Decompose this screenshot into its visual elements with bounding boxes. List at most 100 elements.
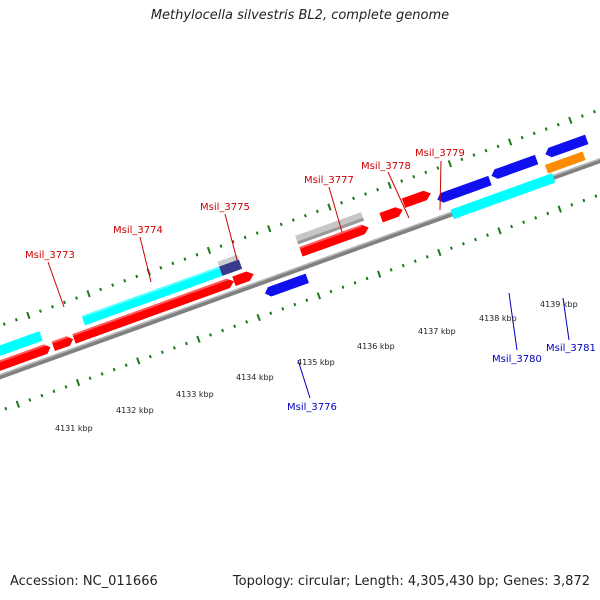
cds-arrow[interactable]	[0, 343, 52, 381]
minor-tick	[544, 127, 548, 131]
leader-line	[387, 171, 410, 219]
kbp-labels: 4131 kbp 4132 kbp 4133 kbp 4134 kbp 4135…	[55, 300, 578, 433]
cds-arrow[interactable]	[232, 269, 255, 286]
major-tick	[387, 181, 392, 189]
reverse-leaders	[297, 292, 570, 399]
gene-label[interactable]: Msil_3781	[546, 343, 596, 354]
minor-tick	[570, 203, 574, 207]
minor-tick	[171, 261, 175, 266]
major-tick	[86, 290, 91, 298]
minor-tick	[486, 233, 489, 237]
cds-arrow[interactable]	[72, 277, 235, 344]
gene-label[interactable]: Msil_3775	[200, 202, 250, 213]
leader-line	[328, 186, 343, 233]
minor-tick	[124, 363, 128, 367]
minor-tick	[28, 398, 32, 402]
gene-label[interactable]: Msil_3774	[113, 225, 163, 236]
minor-tick	[436, 166, 440, 170]
major-tick	[316, 292, 322, 300]
minor-tick	[303, 213, 307, 218]
minor-tick	[4, 406, 8, 411]
cds-arrow[interactable]	[299, 223, 370, 257]
minor-tick	[376, 187, 380, 192]
minor-tick	[184, 341, 188, 346]
cds-arrow[interactable]	[51, 335, 75, 352]
major-tick	[437, 248, 442, 257]
minor-tick	[329, 289, 333, 294]
kbp-label: 4138 kbp	[479, 314, 517, 323]
minor-tick	[389, 268, 393, 272]
leader-line	[47, 261, 65, 308]
minor-tick	[112, 367, 116, 372]
gene-label[interactable]: Msil_3776	[287, 402, 337, 413]
minor-tick	[243, 235, 247, 240]
minor-tick	[64, 385, 68, 389]
cds-arrow[interactable]	[401, 189, 433, 208]
minor-tick	[556, 122, 560, 127]
minor-tick	[148, 354, 152, 359]
minor-tick	[461, 242, 465, 246]
minor-tick	[245, 320, 249, 324]
major-tick	[196, 335, 201, 343]
minor-tick	[472, 153, 476, 157]
minor-tick	[496, 144, 500, 149]
minor-tick	[449, 246, 453, 250]
minor-tick	[305, 298, 309, 302]
minor-tick	[510, 224, 514, 229]
gene-bar-cyan[interactable]	[450, 173, 556, 220]
minor-tick	[484, 148, 488, 153]
gene-bar-gray[interactable]	[217, 254, 239, 267]
cds-arrow[interactable]	[379, 205, 404, 223]
major-tick	[557, 205, 562, 213]
forward-strand	[0, 173, 556, 381]
minor-tick	[281, 307, 285, 311]
major-tick	[497, 227, 502, 235]
other-feature[interactable]	[544, 151, 586, 174]
minor-tick	[40, 393, 44, 398]
minor-tick	[315, 209, 319, 214]
gene-bar-navy[interactable]	[219, 259, 243, 276]
reverse-cds-arrow[interactable]	[544, 134, 589, 159]
forward-leaders	[47, 160, 442, 308]
reverse-gene-labels: Msil_3776 Msil_3780 Msil_3781	[287, 343, 596, 413]
gene-bar-cyan[interactable]	[0, 331, 43, 368]
leader-line	[439, 160, 442, 211]
gene-label[interactable]: Msil_3773	[25, 250, 75, 261]
gene-bar-gray-shade	[297, 217, 365, 245]
minor-tick	[50, 305, 54, 309]
kbp-label: 4135 kbp	[297, 358, 335, 367]
minor-tick	[2, 322, 6, 326]
reverse-cds-arrow[interactable]	[436, 175, 492, 204]
gene-label[interactable]: Msil_3780	[492, 354, 542, 365]
major-tick	[507, 138, 513, 146]
major-tick	[136, 357, 141, 365]
reverse-cds-arrow[interactable]	[490, 154, 539, 181]
leader-line	[297, 359, 311, 399]
minor-tick	[219, 244, 223, 248]
kbp-label: 4136 kbp	[357, 342, 395, 351]
minor-tick	[580, 114, 584, 118]
reverse-cds-arrow[interactable]	[263, 273, 309, 299]
gene-bar-cyan[interactable]	[81, 266, 223, 326]
minor-tick	[401, 263, 405, 268]
lower-tick-row	[4, 194, 598, 411]
minor-tick	[412, 174, 416, 179]
feature-shading	[0, 224, 363, 374]
minor-tick	[594, 194, 598, 198]
minor-tick	[364, 192, 368, 196]
major-tick	[26, 311, 31, 320]
major-tick	[327, 203, 332, 211]
minor-tick	[340, 200, 343, 205]
minor-tick	[111, 283, 115, 287]
minor-tick	[209, 333, 212, 337]
minor-tick	[52, 389, 56, 394]
major-tick	[447, 160, 452, 168]
gene-label[interactable]: Msil_3778	[361, 161, 411, 172]
kbp-label: 4132 kbp	[116, 406, 154, 415]
major-tick	[267, 225, 272, 233]
gene-label[interactable]: Msil_3779	[415, 148, 465, 159]
leader-line	[139, 236, 152, 283]
minor-tick	[135, 274, 139, 279]
gene-label[interactable]: Msil_3777	[304, 175, 354, 186]
